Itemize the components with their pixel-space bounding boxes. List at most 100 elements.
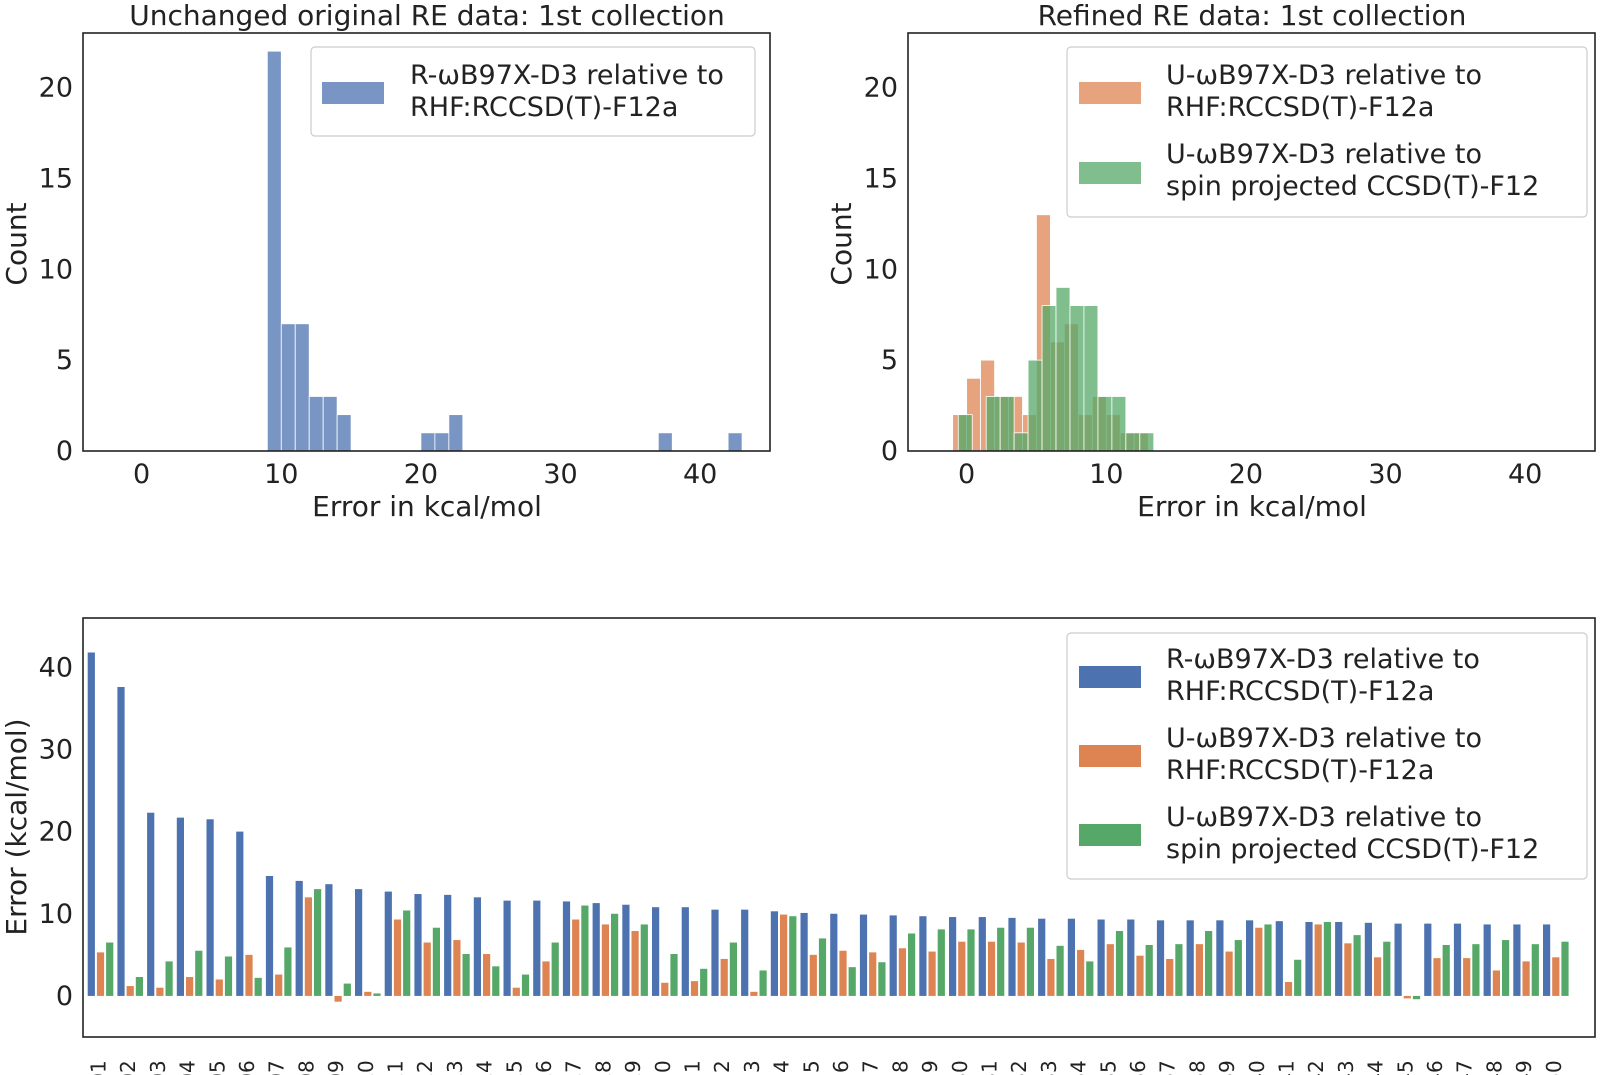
- x-tick-label: 46: [1423, 1060, 1447, 1075]
- histogram-bar: [1069, 305, 1085, 452]
- bar: [690, 981, 699, 996]
- bar: [117, 687, 125, 996]
- legend-box-refined: [1066, 46, 1588, 218]
- bar: [572, 919, 580, 996]
- y-axis-label-original: Count: [0, 202, 33, 285]
- x-tick-label: 32: [1007, 1060, 1031, 1075]
- histogram-bar: [1083, 305, 1099, 452]
- y-tick-label: 10: [39, 254, 73, 285]
- bar: [839, 950, 847, 996]
- bar: [206, 819, 214, 996]
- histogram-bar: [322, 396, 338, 452]
- bar: [1344, 943, 1352, 996]
- x-tick-label: 0: [958, 459, 975, 490]
- x-tick-label: 12: [413, 1060, 437, 1075]
- bar: [542, 961, 550, 996]
- bar: [789, 916, 797, 996]
- bar: [1531, 944, 1539, 996]
- x-tick-label: 15: [502, 1060, 526, 1075]
- y-tick-label: 0: [56, 981, 73, 1012]
- bar: [1275, 921, 1283, 996]
- x-tick-label: 30: [948, 1060, 972, 1075]
- x-tick-label: 29: [918, 1060, 942, 1075]
- bar: [1225, 951, 1233, 996]
- bar: [1492, 970, 1500, 996]
- bar: [473, 897, 481, 996]
- bar: [1008, 917, 1016, 996]
- bar: [1056, 945, 1064, 996]
- x-ticks-refined: 0 10 20 30 40: [958, 459, 1542, 490]
- bar: [215, 979, 223, 996]
- x-tick-label: 10: [1089, 459, 1123, 490]
- x-tick-label: 48: [1482, 1060, 1506, 1075]
- bar: [147, 812, 155, 996]
- bar: [1323, 921, 1331, 996]
- legend-label-grouped-r: R-ωB97X-D3 relative to RHF:RCCSD(T)-F12a: [1166, 644, 1480, 707]
- x-tick-label: 44: [1364, 1060, 1388, 1075]
- bar: [364, 991, 372, 996]
- bar: [1077, 949, 1085, 996]
- bar: [1115, 931, 1124, 996]
- chart-title-original: Unchanged original RE data: 1st collecti…: [129, 0, 725, 32]
- x-tick-label: 40: [1245, 1060, 1269, 1075]
- chart-title-refined: Refined RE data: 1st collection: [1038, 0, 1467, 32]
- x-tick-label: 06: [235, 1060, 259, 1075]
- bar: [700, 968, 708, 996]
- bar: [1186, 920, 1194, 996]
- bar: [1127, 919, 1135, 996]
- x-tick-label: 37: [1156, 1060, 1180, 1075]
- bar: [1394, 923, 1402, 996]
- bar: [878, 962, 886, 996]
- x-tick-label: 04: [176, 1060, 200, 1075]
- bar: [1424, 923, 1432, 996]
- bar: [720, 958, 728, 996]
- bar: [254, 977, 262, 996]
- legend-grouped: R-ωB97X-D3 relative to RHF:RCCSD(T)-F12a …: [1066, 632, 1588, 880]
- x-tick-label: 36: [1126, 1060, 1150, 1075]
- bar: [195, 950, 203, 996]
- x-tick-label: 05: [205, 1060, 229, 1075]
- x-tick-label: 35: [1096, 1060, 1120, 1075]
- bar: [106, 942, 114, 996]
- legend-label-original-r: R-ωB97X-D3 relative to RHF:RCCSD(T)-F12a: [410, 60, 724, 123]
- bar: [343, 983, 351, 996]
- bar: [373, 993, 381, 996]
- x-tick-label: 10: [354, 1060, 378, 1075]
- bar: [1145, 944, 1153, 996]
- bar: [403, 910, 411, 996]
- bar: [1246, 920, 1254, 996]
- bar: [1255, 927, 1263, 996]
- x-tick-label: 31: [978, 1060, 1002, 1075]
- bar: [135, 977, 143, 996]
- x-axis-label-refined: Error in kcal/mol: [1137, 490, 1367, 523]
- bar: [1561, 941, 1569, 996]
- histogram-panel-original: Unchanged original RE data: 1st collecti…: [0, 0, 771, 523]
- bar: [432, 927, 440, 996]
- x-tick-label: 22: [710, 1060, 734, 1075]
- bar: [1513, 924, 1521, 996]
- x-tick-label: 40: [683, 459, 717, 490]
- bar: [1097, 919, 1105, 996]
- x-tick-label: 08: [294, 1060, 318, 1075]
- y-tick-label: 5: [881, 345, 898, 376]
- histogram-bar: [985, 396, 1001, 452]
- bar: [1522, 961, 1530, 996]
- bar: [186, 977, 194, 996]
- y-tick-label: 0: [56, 436, 73, 467]
- histogram-bar: [420, 432, 436, 452]
- bar: [830, 913, 838, 996]
- y-tick-label: 15: [864, 163, 898, 194]
- histogram-bar: [336, 414, 352, 452]
- x-tick-label: 49: [1512, 1060, 1536, 1075]
- bar: [96, 952, 105, 996]
- bar: [848, 967, 856, 996]
- histogram-bar: [1027, 359, 1043, 452]
- bar: [314, 889, 322, 996]
- plot-frame-grouped: [82, 617, 1596, 1038]
- bar: [611, 913, 619, 996]
- legend-swatch-grouped-u: [1079, 745, 1141, 767]
- bar: [908, 933, 916, 996]
- bar: [741, 909, 749, 996]
- bar: [770, 911, 778, 996]
